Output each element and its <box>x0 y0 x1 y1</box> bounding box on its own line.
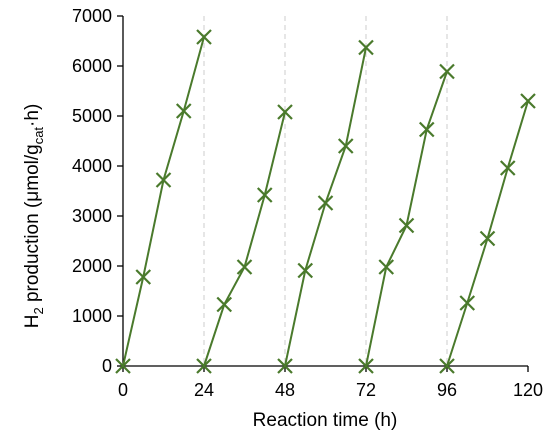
data-point-1-1 <box>216 296 233 313</box>
y-axis-title: H2 production (μmol/gcat·h) <box>22 104 46 329</box>
data-point-3-4 <box>439 63 455 80</box>
marker-stroke <box>196 358 212 374</box>
data-point-4-0 <box>439 358 455 374</box>
data-point-2-2 <box>317 195 334 211</box>
marker-stroke <box>459 295 476 311</box>
data-point-4-4 <box>520 93 536 109</box>
marker-stroke <box>155 172 172 188</box>
tick-labels: 0 1000 2000 3000 4000 5000 6000 7000 0 24 48 72 96 12… <box>72 6 543 400</box>
data-point-4-3 <box>499 160 516 176</box>
x-tick-label-1: 24 <box>194 380 214 400</box>
data-point-0-1 <box>135 269 152 285</box>
marker-stroke <box>256 187 273 203</box>
y-axis-title-part-0: H <box>22 315 43 329</box>
marker-stroke <box>317 195 334 211</box>
data-point-2-1 <box>297 262 314 279</box>
y-tick-label-2: 2000 <box>72 256 112 276</box>
y-axis-title-part-1: 2 <box>31 307 46 314</box>
marker-stroke <box>297 262 314 279</box>
series-line-1 <box>203 111 286 367</box>
marker-stroke <box>196 29 212 45</box>
axes <box>117 15 529 372</box>
x-tick-label-5: 120 <box>513 380 543 400</box>
data-point-0-2 <box>155 172 172 188</box>
data-point-0-0 <box>115 358 131 374</box>
data-series <box>115 29 536 374</box>
data-point-3-1 <box>378 259 395 275</box>
data-point-2-3 <box>337 138 354 154</box>
series-line-3 <box>365 71 448 367</box>
series-line-2 <box>284 47 367 367</box>
marker-stroke <box>358 358 374 374</box>
y-axis-title-part-3: cat <box>31 127 46 145</box>
y-axis-title-part-2: production (μmol/g <box>22 144 43 307</box>
data-point-1-2 <box>236 259 253 275</box>
marker-stroke <box>418 121 435 138</box>
data-point-3-0 <box>358 358 374 374</box>
marker-stroke <box>337 138 354 154</box>
y-tick-label-3: 3000 <box>72 206 112 226</box>
marker-stroke <box>520 93 536 109</box>
data-point-2-4 <box>358 39 374 56</box>
y-tick-label-7: 7000 <box>72 6 112 26</box>
data-point-2-0 <box>277 358 293 374</box>
marker-stroke <box>439 358 455 374</box>
marker-stroke <box>398 217 415 234</box>
y-axis-title-part-4: ·h) <box>22 104 43 127</box>
data-point-3-3 <box>418 121 435 138</box>
cycle-separators <box>203 16 448 366</box>
marker-stroke <box>236 259 253 275</box>
data-point-1-0 <box>196 358 212 374</box>
data-point-0-3 <box>175 103 192 119</box>
marker-stroke <box>216 296 233 313</box>
marker-stroke <box>378 259 395 275</box>
data-point-1-4 <box>277 104 293 120</box>
marker-stroke <box>175 103 192 119</box>
data-point-4-1 <box>459 295 476 311</box>
marker-stroke <box>277 358 293 374</box>
marker-stroke <box>135 269 152 285</box>
marker-stroke <box>277 104 293 120</box>
y-tick-label-6: 6000 <box>72 56 112 76</box>
marker-stroke <box>479 230 496 247</box>
data-point-4-2 <box>479 230 496 247</box>
marker-stroke <box>499 160 516 176</box>
marker-stroke <box>115 358 131 374</box>
y-tick-label-1: 1000 <box>72 306 112 326</box>
marker-stroke <box>358 39 374 56</box>
x-axis-title: Reaction time (h) <box>253 410 398 431</box>
y-tick-label-4: 4000 <box>72 156 112 176</box>
x-tick-label-4: 96 <box>437 380 457 400</box>
marker-stroke <box>439 63 455 80</box>
y-tick-label-0: 0 <box>102 356 112 376</box>
data-point-3-2 <box>398 217 415 234</box>
x-tick-label-3: 72 <box>356 380 376 400</box>
x-tick-label-0: 0 <box>118 380 128 400</box>
series-line-4 <box>446 100 529 367</box>
data-point-0-4 <box>196 29 212 45</box>
y-tick-label-5: 5000 <box>72 106 112 126</box>
data-point-1-3 <box>256 187 273 203</box>
series-line-0 <box>122 36 205 367</box>
x-tick-label-2: 48 <box>275 380 295 400</box>
